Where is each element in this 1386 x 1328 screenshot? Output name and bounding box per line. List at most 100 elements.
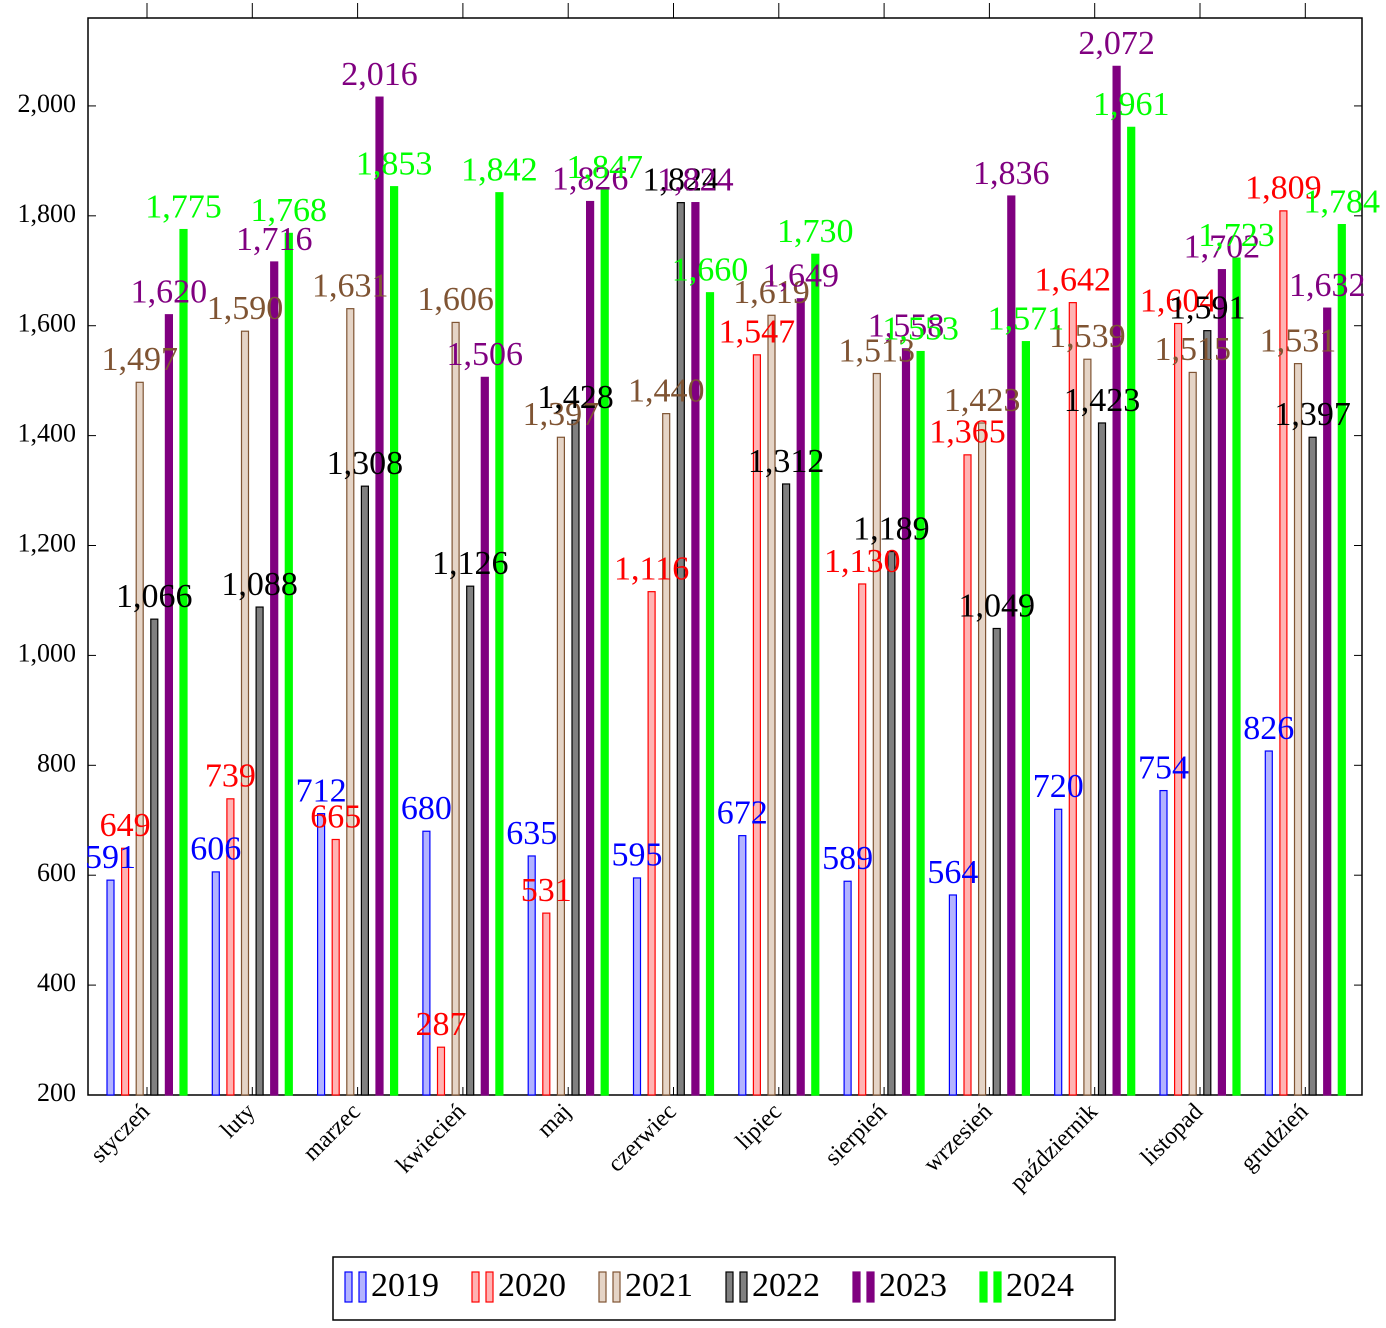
value-label: 1,130 xyxy=(824,543,901,580)
bar xyxy=(164,314,173,1096)
x-tick-label: grudzień xyxy=(1236,1099,1314,1177)
x-tick-label: luty xyxy=(216,1099,261,1144)
value-label: 1,824 xyxy=(657,161,734,198)
value-label: 1,428 xyxy=(537,379,614,416)
bar xyxy=(1188,371,1197,1096)
bar xyxy=(781,483,791,1096)
x-tick-label: styczeń xyxy=(86,1099,155,1168)
bar xyxy=(992,627,1001,1096)
bar xyxy=(767,314,776,1096)
value-label: 1,558 xyxy=(868,308,945,345)
value-label: 1,571 xyxy=(988,300,1065,337)
value-label: 1,506 xyxy=(447,336,524,373)
value-label: 1,497 xyxy=(101,341,178,378)
value-label: 1,049 xyxy=(958,587,1035,624)
value-label: 1,842 xyxy=(461,152,538,189)
value-label: 1,397 xyxy=(523,396,600,433)
value-label: 1,189 xyxy=(853,510,930,547)
value-label: 1,423 xyxy=(1064,382,1141,419)
bar xyxy=(360,485,369,1096)
value-label: 1,590 xyxy=(207,290,284,327)
bar xyxy=(901,348,911,1096)
value-label: 1,809 xyxy=(1245,170,1322,207)
y-tick-label: 1,600 xyxy=(18,309,77,338)
x-tick-label: lipiec xyxy=(731,1099,787,1155)
bar xyxy=(811,253,820,1096)
x-tick-label: marzec xyxy=(298,1099,365,1166)
value-label: 1,768 xyxy=(251,192,328,229)
bar xyxy=(527,855,536,1096)
bar xyxy=(1203,330,1212,1096)
bar xyxy=(1112,65,1121,1096)
value-label: 1,515 xyxy=(1154,331,1231,368)
value-label: 1,423 xyxy=(944,382,1021,419)
bar xyxy=(1232,257,1241,1096)
x-tick-label: czerwiec xyxy=(603,1099,682,1178)
bar xyxy=(226,798,235,1096)
bar xyxy=(1097,422,1107,1096)
value-label: 589 xyxy=(822,840,873,877)
bar xyxy=(150,618,159,1096)
value-label: 287 xyxy=(416,1006,467,1043)
bar xyxy=(858,583,867,1096)
bar xyxy=(585,200,595,1096)
bar xyxy=(106,879,115,1096)
value-label: 1,620 xyxy=(131,274,208,311)
legend-swatch xyxy=(344,1271,353,1303)
y-tick-label: 1,800 xyxy=(18,199,77,228)
value-label: 1,553 xyxy=(882,310,959,347)
bar xyxy=(375,96,384,1096)
bar xyxy=(963,454,972,1096)
y-tick-label: 1,400 xyxy=(18,419,77,448)
value-label: 1,126 xyxy=(432,545,509,582)
value-label: 564 xyxy=(927,854,978,891)
bar xyxy=(1337,224,1346,1096)
bar xyxy=(796,298,805,1096)
bar xyxy=(1293,363,1303,1096)
value-label: 1,649 xyxy=(762,258,839,295)
value-label: 1,642 xyxy=(1035,261,1112,298)
bar xyxy=(916,350,925,1096)
bar xyxy=(211,871,220,1096)
x-tick-label: listopad xyxy=(1136,1099,1208,1171)
y-tick-label: 1,200 xyxy=(18,528,77,557)
value-label: 1,116 xyxy=(614,550,689,587)
bar xyxy=(1264,750,1273,1096)
value-label: 1,824 xyxy=(643,161,720,198)
bar xyxy=(179,228,188,1096)
legend-swatch xyxy=(485,1271,494,1303)
y-tick-label: 1,000 xyxy=(18,638,77,667)
bar xyxy=(422,830,431,1096)
bar xyxy=(647,591,656,1096)
legend-swatch xyxy=(612,1271,621,1303)
bar xyxy=(390,186,399,1096)
bar xyxy=(676,202,685,1096)
value-label: 712 xyxy=(296,772,347,809)
value-label: 1,066 xyxy=(116,578,193,615)
value-label: 680 xyxy=(401,790,452,827)
legend-swatch xyxy=(979,1271,988,1303)
legend-label: 2021 xyxy=(625,1267,693,1304)
value-label: 1,440 xyxy=(628,372,705,409)
bar xyxy=(948,894,958,1096)
legend-label: 2019 xyxy=(371,1267,439,1304)
value-label: 1,547 xyxy=(719,314,796,351)
bar xyxy=(1068,302,1077,1096)
legend-swatch xyxy=(993,1271,1002,1303)
bar xyxy=(556,436,566,1096)
legend-swatch xyxy=(598,1271,607,1303)
value-label: 1,784 xyxy=(1304,183,1381,220)
legend-swatch xyxy=(725,1271,734,1303)
bar xyxy=(691,202,700,1096)
y-tick-label: 800 xyxy=(37,748,76,777)
bar xyxy=(887,550,896,1096)
value-label: 531 xyxy=(521,872,572,909)
y-tick-label: 2,000 xyxy=(18,89,77,118)
legend-swatch xyxy=(471,1271,480,1303)
bar xyxy=(872,372,881,1096)
bar xyxy=(1308,436,1317,1096)
value-label: 1,961 xyxy=(1093,86,1170,123)
value-label: 754 xyxy=(1138,749,1189,786)
